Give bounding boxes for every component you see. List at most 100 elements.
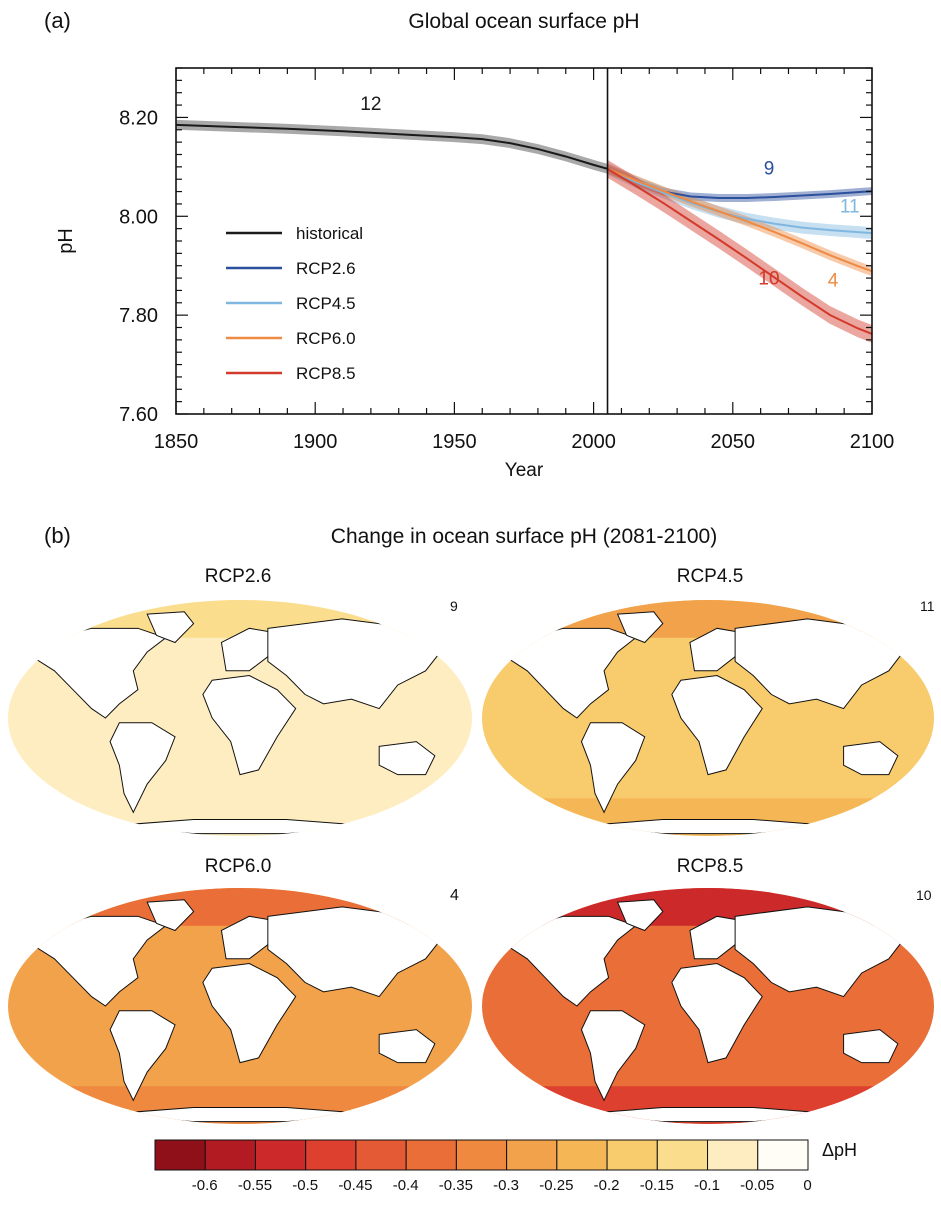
legend-label-rcp26: RCP2.6: [296, 259, 356, 278]
y-tick-label: 7.80: [119, 305, 158, 327]
x-tick-label: 2100: [850, 431, 895, 453]
colorbar-cell: [405, 1139, 457, 1171]
series-line-rcp60: [607, 167, 873, 273]
colorbar-tick-label: -0.35: [439, 1177, 473, 1194]
land-australia: [378, 1029, 436, 1064]
land-north-america: [35, 627, 167, 719]
land-australia: [378, 741, 436, 776]
land-south-america: [580, 722, 646, 814]
colorbar-cell: [455, 1139, 508, 1171]
legend-label-rcp60: RCP6.0: [296, 329, 356, 348]
map-title-rcp85: RCP8.5: [676, 856, 744, 877]
colorbar-tick-label: -0.2: [594, 1177, 620, 1194]
land-africa: [202, 963, 297, 1064]
land-greenland: [146, 611, 195, 644]
arctic-band: [482, 888, 934, 926]
colorbar-cell: [757, 1139, 809, 1171]
colorbar-tick-label: 0: [803, 1177, 811, 1194]
colorbar-cell: [707, 1139, 759, 1171]
colorbar-cell: [355, 1139, 407, 1171]
map-count-rcp85: 10: [916, 887, 932, 903]
land-south-america: [109, 722, 176, 814]
land-africa: [671, 675, 763, 776]
land-south-america: [580, 1010, 646, 1102]
x-tick-label: 2050: [711, 431, 756, 453]
y-axis-label: pH: [55, 228, 77, 254]
panel-b-title: Change in ocean surface pH (2081-2100): [330, 525, 718, 548]
colorbar-tick-label: -0.45: [338, 1177, 372, 1194]
land-north-america: [35, 915, 167, 1007]
map-title-rcp45: RCP4.5: [676, 566, 744, 587]
legend-label-rcp45: RCP4.5: [296, 294, 356, 313]
model-count-label: 10: [758, 268, 779, 289]
model-count-label: 4: [828, 270, 839, 291]
land-north-america: [508, 915, 637, 1007]
model-count-label: 11: [840, 196, 860, 217]
land-africa: [671, 963, 763, 1064]
land-australia: [843, 741, 899, 776]
map-rcp85: [482, 888, 934, 1124]
map-rcp60: [8, 888, 472, 1124]
colorbar-cell: [506, 1139, 558, 1171]
x-tick-label: 1850: [154, 431, 199, 453]
colorbar-cell: [254, 1139, 307, 1171]
colorbar-tick-label: -0.15: [640, 1177, 674, 1194]
land-greenland: [616, 899, 664, 932]
arctic-band: [482, 600, 934, 638]
arctic-band: [8, 888, 472, 926]
colorbar-tick-label: -0.4: [393, 1177, 419, 1194]
colorbar-tick-label: -0.55: [238, 1177, 272, 1194]
plot-frame: [175, 67, 873, 415]
map-count-rcp26: 9: [450, 598, 458, 614]
land-south-america: [109, 1010, 176, 1102]
colorbar-tick-label: -0.25: [539, 1177, 573, 1194]
y-tick-label: 8.20: [119, 107, 158, 129]
panel-b-tag: (b): [44, 523, 71, 548]
x-tick-label: 1900: [293, 431, 338, 453]
y-tick-label: 8.00: [119, 206, 158, 228]
map-count-rcp60: 4: [450, 887, 459, 904]
colorbar-cell: [556, 1139, 608, 1171]
map-count-rcp45: 11: [920, 598, 935, 614]
model-count-label: 9: [764, 158, 775, 179]
colorbar-tick-label: -0.5: [292, 1177, 318, 1194]
land-north-america: [508, 627, 637, 719]
map-title-rcp60: RCP6.0: [204, 856, 272, 877]
colorbar-cell: [305, 1139, 357, 1171]
panel-a-title: Global ocean surface pH: [408, 10, 640, 33]
ph-change-maps: [8, 600, 934, 1124]
colorbar-tick-label: -0.6: [192, 1177, 218, 1194]
land-greenland: [146, 899, 195, 932]
band-historical: [176, 119, 608, 174]
series-line-historical: [175, 123, 608, 170]
series-line-rcp85: [607, 167, 873, 335]
map-rcp45: [482, 600, 934, 836]
map-title-rcp26: RCP2.6: [204, 566, 272, 587]
x-tick-label: 1950: [432, 431, 477, 453]
ph-line-chart: 1850 1900 1950 2000 2050 2100 7.60 7.80 8.00 8.20…: [55, 67, 895, 481]
band-rcp85: [607, 159, 872, 343]
colorbar-tick-label: -0.3: [493, 1177, 519, 1194]
colorbar-cell: [154, 1139, 206, 1171]
land-greenland: [616, 611, 664, 644]
colorbar: -0.6 -0.55 -0.5 -0.45 -0.4 -0.35 -0.3 -0.25 -0.2…: [154, 1139, 812, 1194]
colorbar-cell: [606, 1139, 658, 1171]
colorbar-label: ΔpH: [822, 1140, 858, 1160]
panel-a-tag: (a): [44, 8, 71, 33]
land-australia: [843, 1029, 899, 1064]
map-rcp26: [8, 600, 472, 836]
y-tick-label: 7.60: [119, 404, 158, 426]
x-tick-label: 2000: [571, 431, 616, 453]
legend-label-historical: historical: [296, 224, 363, 243]
legend-label-rcp85: RCP8.5: [296, 364, 356, 383]
x-axis-label: Year: [505, 460, 544, 481]
land-africa: [202, 675, 297, 776]
series-line-rcp45: [607, 167, 873, 235]
arctic-band: [8, 600, 472, 638]
colorbar-tick-label: -0.05: [740, 1177, 774, 1194]
colorbar-tick-label: -0.1: [694, 1177, 720, 1194]
model-count-label: 12: [360, 94, 381, 115]
colorbar-cell: [656, 1139, 709, 1171]
colorbar-cell: [204, 1139, 256, 1171]
band-rcp60: [607, 163, 872, 277]
